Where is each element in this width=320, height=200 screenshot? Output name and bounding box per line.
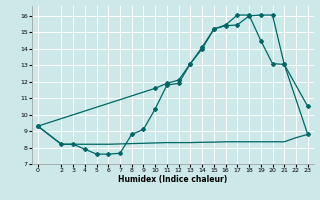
X-axis label: Humidex (Indice chaleur): Humidex (Indice chaleur) xyxy=(118,175,228,184)
